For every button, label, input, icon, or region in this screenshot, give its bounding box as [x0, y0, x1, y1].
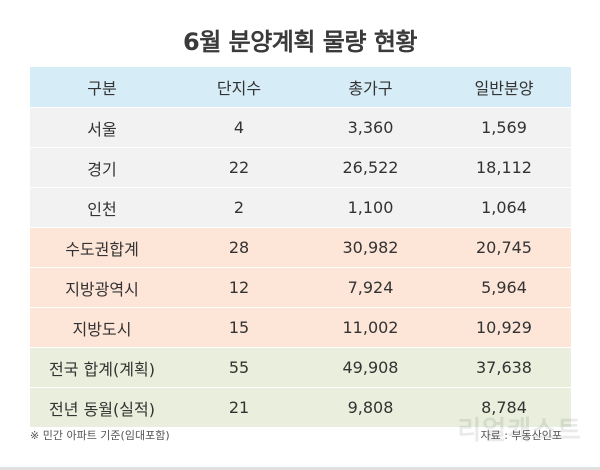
supply-table: 구분 단지수 총가구 일반분양 서울 4 3,360 1,569 경기 22 2… — [30, 67, 571, 428]
footnote: ※ 민간 아파트 기준(임대포함) — [30, 429, 170, 442]
complex-count-cell: 21 — [174, 387, 304, 428]
table-row: 수도권합계 28 30,982 20,745 — [30, 227, 571, 268]
total-households-cell: 9,808 — [304, 387, 437, 428]
general-sale-cell: 18,112 — [437, 147, 571, 188]
watermark-logo: 리얼캐스트 — [457, 416, 582, 446]
row-label: 인천 — [30, 187, 174, 228]
complex-count-cell: 12 — [174, 267, 304, 308]
complex-count-cell: 28 — [174, 227, 304, 268]
header-complex-count: 단지수 — [174, 67, 304, 108]
total-households-cell: 26,522 — [304, 147, 437, 188]
complex-count-cell: 22 — [174, 147, 304, 188]
table-row: 인천 2 1,100 1,064 — [30, 187, 571, 228]
row-label: 서울 — [30, 107, 174, 148]
header-general-sale: 일반분양 — [437, 67, 571, 108]
row-label: 전년 동월(실적) — [30, 387, 174, 428]
general-sale-cell: 10,929 — [437, 307, 571, 348]
table-row: 전년 동월(실적) 21 9,808 8,784 — [30, 387, 571, 428]
complex-count-cell: 15 — [174, 307, 304, 348]
general-sale-cell: 5,964 — [437, 267, 571, 308]
table-row: 지방도시 15 11,002 10,929 — [30, 307, 571, 348]
total-households-cell: 11,002 — [304, 307, 437, 348]
complex-count-cell: 2 — [174, 187, 304, 228]
row-label: 지방광역시 — [30, 267, 174, 308]
total-households-cell: 1,100 — [304, 187, 437, 228]
table-header-row: 구분 단지수 총가구 일반분양 — [30, 67, 571, 108]
general-sale-cell: 20,745 — [437, 227, 571, 268]
row-label: 수도권합계 — [30, 227, 174, 268]
general-sale-cell: 1,064 — [437, 187, 571, 228]
table-row: 전국 합계(계획) 55 49,908 37,638 — [30, 347, 571, 388]
complex-count-cell: 55 — [174, 347, 304, 388]
table-row: 서울 4 3,360 1,569 — [30, 107, 571, 148]
table-row: 경기 22 26,522 18,112 — [30, 147, 571, 188]
total-households-cell: 49,908 — [304, 347, 437, 388]
total-households-cell: 30,982 — [304, 227, 437, 268]
table-row: 지방광역시 12 7,924 5,964 — [30, 267, 571, 308]
total-households-cell: 7,924 — [304, 267, 437, 308]
general-sale-cell: 1,569 — [437, 107, 571, 148]
general-sale-cell: 8,784 — [437, 387, 571, 428]
row-label: 경기 — [30, 147, 174, 188]
source-credit: 자료 : 부동산인포 — [480, 429, 562, 442]
row-label: 지방도시 — [30, 307, 174, 348]
total-households-cell: 3,360 — [304, 107, 437, 148]
row-label: 전국 합계(계획) — [30, 347, 174, 388]
complex-count-cell: 4 — [174, 107, 304, 148]
header-category: 구분 — [30, 67, 174, 108]
bottom-divider — [0, 467, 600, 470]
general-sale-cell: 37,638 — [437, 347, 571, 388]
header-total-households: 총가구 — [304, 67, 437, 108]
page-title: 6월 분양계획 물량 현황 — [183, 28, 418, 56]
